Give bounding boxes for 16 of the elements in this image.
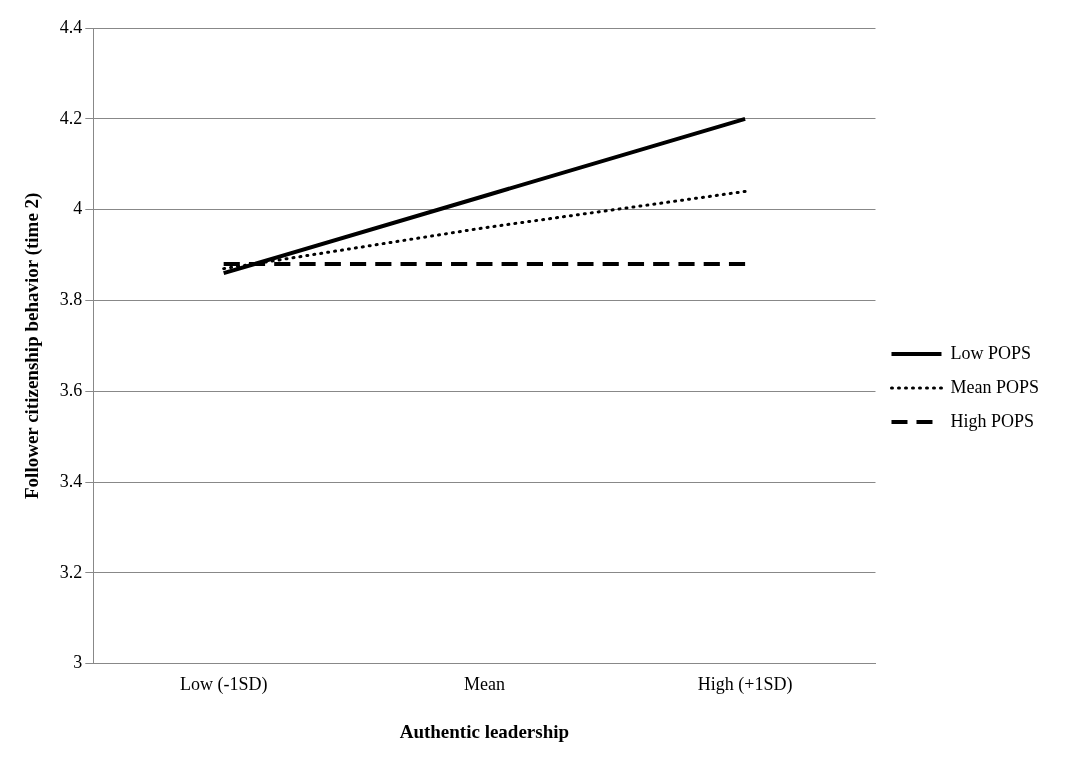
y-tick-label: 4 bbox=[73, 198, 83, 219]
y-tick-label: 3.6 bbox=[59, 379, 83, 400]
y-tick-label: 3.8 bbox=[59, 289, 83, 310]
x-tick-label: Mean bbox=[463, 674, 505, 695]
legend-label: Low POPS bbox=[950, 342, 1032, 363]
y-tick-label: 3.2 bbox=[59, 561, 83, 582]
y-axis-title: Follower citizenship behavior (time 2) bbox=[21, 192, 44, 500]
x-tick-label: Low (-1SD) bbox=[179, 674, 268, 696]
x-tick-label: High (+1SD) bbox=[697, 674, 793, 696]
y-tick-label: 4.4 bbox=[59, 16, 83, 37]
legend-label: High POPS bbox=[950, 410, 1035, 431]
y-tick-label: 3.4 bbox=[59, 470, 83, 491]
y-tick-label: 4.2 bbox=[59, 107, 83, 128]
y-tick-label: 3 bbox=[73, 652, 83, 673]
legend-label: Mean POPS bbox=[950, 376, 1039, 397]
x-axis-title: Authentic leadership bbox=[399, 720, 570, 742]
